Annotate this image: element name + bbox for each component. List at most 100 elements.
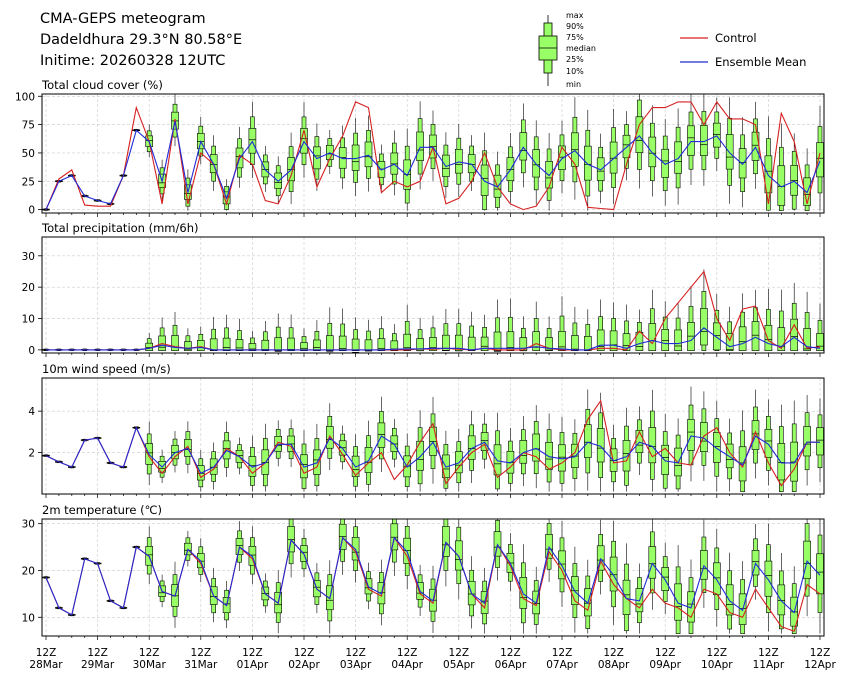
ensemble-box [506, 427, 515, 492]
ensemble-box [738, 293, 747, 351]
legend-p75: 75% [566, 33, 584, 42]
initime-label: Initime: 20260328 12UTC [40, 53, 225, 69]
figure-title: CMA-GEPS meteogram [40, 11, 206, 27]
legend-p10: 10% [566, 67, 584, 76]
ensemble-box [725, 306, 734, 351]
ensemble-box [287, 518, 295, 578]
x-hour-label: 12Z [87, 647, 108, 659]
box-inner [351, 338, 360, 351]
x-date-label: 06Apr [495, 659, 527, 671]
ensemble-box [609, 302, 618, 351]
ensemble-box [532, 566, 541, 634]
ensemble-mean-line [46, 327, 821, 351]
ensemble-box [274, 313, 283, 352]
box-inner [648, 546, 657, 579]
box-inner [300, 342, 308, 351]
box-inner [622, 134, 631, 159]
ensemble-box [751, 389, 760, 479]
box-inner [583, 424, 592, 458]
x-hour-label: 12Z [655, 647, 676, 659]
ensemble-box [454, 519, 463, 600]
x-hour-label: 12Z [242, 647, 263, 659]
ensemble-mean-line [45, 426, 820, 475]
ensemble-box [390, 130, 399, 196]
x-date-label: 11Apr [753, 659, 785, 671]
ensemble-box [493, 412, 502, 492]
ensemble-box [596, 392, 605, 492]
ensemble-box [790, 282, 799, 351]
ensemble-box [235, 521, 244, 571]
ensemble-box [661, 119, 670, 206]
box-inner [764, 560, 773, 597]
ensemble-box [622, 407, 631, 492]
panel-title: Total precipitation (mm/6h) [41, 221, 198, 235]
legend-control-label: Control [715, 31, 757, 45]
legend-p90: 90% [566, 22, 584, 31]
ensemble-box [313, 320, 321, 351]
y-tick-label: 10 [22, 314, 35, 326]
legend-min: min [566, 80, 581, 89]
x-date-label: 07Apr [546, 659, 578, 671]
ensemble-box [687, 386, 695, 482]
x-hour-label: 12Z [36, 647, 57, 659]
ensemble-box [467, 410, 476, 483]
box-inner [416, 131, 424, 161]
box-inner [480, 336, 489, 351]
ensemble-box [738, 561, 747, 634]
ensemble-box [583, 109, 592, 211]
box-inner [325, 335, 334, 351]
box-inner [816, 553, 824, 595]
ensemble-box [248, 330, 257, 351]
panel-2: Total precipitation (mm/6h) 0 10 20 30 [22, 221, 825, 357]
control-line [45, 399, 820, 487]
y-tick-label: 2 [28, 448, 35, 460]
ensemble-box [687, 94, 695, 186]
box-inner [480, 164, 489, 196]
ensemble-box [519, 316, 528, 352]
box-inner [803, 540, 811, 579]
ensemble-box [338, 425, 347, 470]
box-inner [532, 331, 541, 351]
y-tick-label: 0 [28, 345, 35, 357]
y-tick-label: 75 [22, 120, 35, 132]
ensemble-box [777, 404, 786, 492]
y-tick-label: 25 [22, 176, 35, 188]
box-inner [493, 444, 502, 476]
ensemble-box [790, 133, 799, 211]
ensemble-box [287, 419, 295, 467]
box-inner [738, 148, 747, 179]
box-inner [558, 145, 566, 170]
y-tick-label: 30 [22, 519, 35, 531]
ensemble-box [700, 519, 708, 609]
ensemble-box [532, 405, 541, 489]
ensemble-box [738, 410, 747, 492]
ensemble-box [429, 110, 437, 181]
box-inner [209, 338, 218, 351]
ensemble-box [184, 328, 192, 351]
ensemble-box [635, 406, 644, 476]
x-hour-label: 12Z [707, 647, 728, 659]
box-inner [467, 435, 476, 460]
y-tick-label: 100 [15, 91, 35, 103]
ensemble-box [454, 123, 463, 197]
ensemble-box [235, 318, 244, 351]
legend-median: median [566, 44, 596, 53]
box-inner [545, 337, 553, 351]
ensemble-box [712, 97, 721, 172]
box-inner [609, 556, 618, 592]
box-inner [583, 145, 592, 181]
ensemble-box [635, 94, 644, 189]
x-hour-label: 12Z [500, 647, 521, 659]
ensemble-box [803, 519, 811, 617]
ensemble-box [622, 304, 631, 351]
box-inner [700, 550, 708, 580]
box-inner [725, 333, 734, 351]
box-inner [687, 419, 695, 451]
ensemble-box [403, 519, 412, 590]
x-date-label: 28Mar [29, 659, 63, 671]
ensemble-box [558, 521, 566, 607]
box-inner [712, 562, 721, 596]
x-hour-label: 12Z [294, 647, 315, 659]
box-inner [583, 336, 592, 351]
ensemble-box [480, 314, 489, 351]
